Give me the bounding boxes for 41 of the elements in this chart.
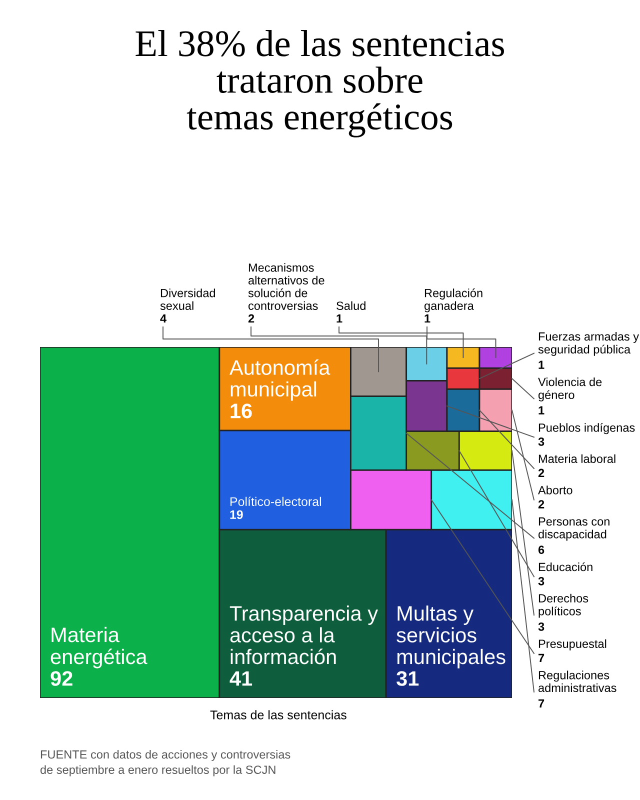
category-label: Diversidad sexual: [160, 288, 216, 310]
category-label: Fuerzas armadas y seguridad pública: [538, 332, 640, 356]
category-label: Aborto: [538, 486, 572, 494]
category-label: Transparencia y acceso a la información: [230, 606, 378, 664]
data-label: 1: [336, 314, 342, 323]
category-label: Violencia de género: [538, 378, 602, 402]
data-label: 92: [50, 671, 72, 686]
category-label: Materia energética: [50, 626, 148, 668]
category-label: Mecanismos alternativos de solución de controversias: [248, 263, 324, 310]
data-label: 31: [396, 671, 419, 686]
category-label: Pueblos indígenas: [538, 423, 635, 434]
category-label: Derechos políticos: [538, 594, 588, 618]
text: Temas de las sentencias: [210, 710, 346, 720]
data-label: 41: [230, 671, 252, 686]
source-note: FUENTE con datos de acciones y controversias de septiembre a enero resueltos por la SCJN: [40, 750, 290, 776]
category-label: Personas con discapacidad: [538, 517, 610, 541]
data-label: 2: [538, 468, 544, 478]
data-label: 2: [248, 314, 254, 323]
data-label: 16: [230, 404, 252, 418]
category-label: Presupuestal: [538, 639, 606, 650]
text: El 38% de las sentencias trataron sobre temas energéticos: [136, 30, 504, 138]
data-label: 3: [538, 576, 544, 586]
category-label: Materia laboral: [538, 454, 616, 464]
data-label: 4: [160, 314, 166, 323]
data-label: 1: [424, 314, 430, 323]
data-label: 7: [538, 699, 544, 708]
category-label: Político-electoral: [230, 496, 322, 506]
data-label: 7: [538, 654, 544, 662]
data-label: 19: [230, 510, 243, 520]
category-label: Regulaciones administrativas: [538, 670, 616, 692]
category-label: Educación: [538, 562, 592, 572]
category-label: Regulación ganadera: [424, 288, 482, 312]
data-label: 2: [538, 500, 544, 508]
data-label: 1: [538, 360, 544, 369]
data-label: 6: [538, 546, 544, 554]
data-label: 3: [538, 622, 544, 631]
data-label: 3: [538, 437, 544, 446]
category-label: Salud: [336, 301, 366, 310]
data-label: 1: [538, 406, 544, 414]
category-label: Autonomía municipal: [229, 359, 330, 401]
category-label: Multas y servicios municipales: [396, 606, 506, 668]
